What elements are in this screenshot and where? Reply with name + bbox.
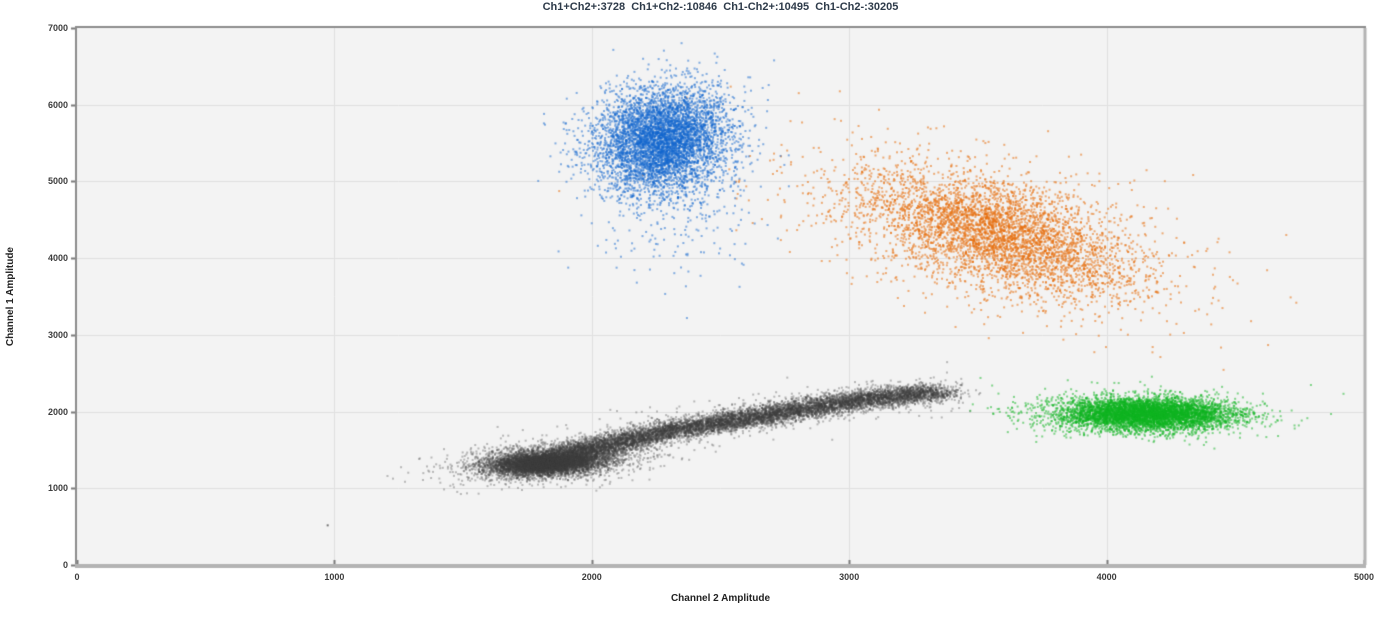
- y-axis-title-text: Channel 1 Amplitude: [4, 246, 16, 347]
- x-tick-label: 1000: [324, 572, 345, 582]
- x-tick-label: 4000: [1096, 572, 1117, 582]
- y-tick-label: 6000: [47, 99, 68, 110]
- y-tick-label: 5000: [47, 176, 68, 187]
- y-tick-label: 3000: [47, 329, 68, 340]
- y-tick-label: 0: [62, 560, 68, 570]
- x-tick-label: 0: [74, 572, 80, 582]
- y-tick-label: 1000: [47, 483, 68, 494]
- y-tick-label: 7000: [47, 23, 68, 33]
- y-axis-title: Channel 1 Amplitude: [2, 28, 18, 565]
- x-axis-title: Channel 2 Amplitude: [670, 593, 771, 604]
- x-tick-label: 2000: [581, 572, 602, 582]
- y-tick-label: 2000: [47, 406, 68, 417]
- y-tick-label: 4000: [47, 253, 68, 264]
- x-tick-label: 5000: [1353, 572, 1375, 582]
- x-tick-label: 3000: [839, 572, 860, 582]
